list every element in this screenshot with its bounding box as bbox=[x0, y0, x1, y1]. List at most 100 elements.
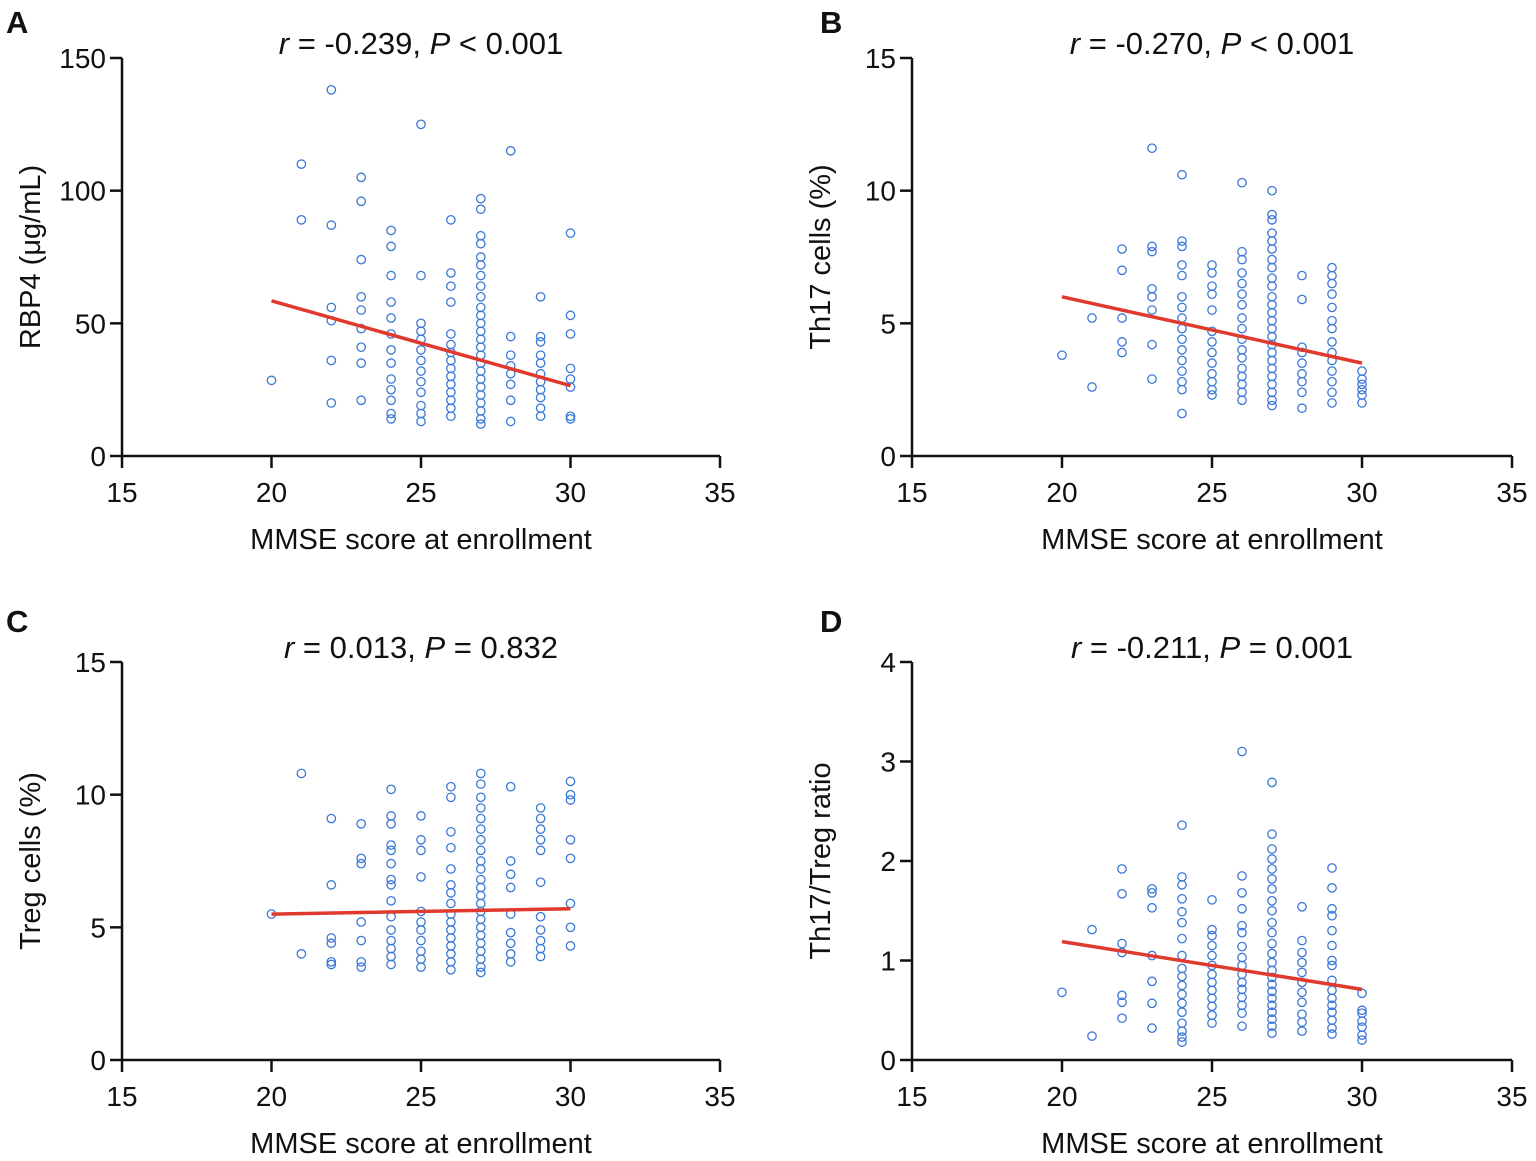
data-point bbox=[1267, 917, 1277, 928]
data-point bbox=[1327, 323, 1337, 334]
data-point bbox=[505, 416, 516, 427]
data-point bbox=[326, 959, 337, 970]
data-point bbox=[475, 946, 486, 957]
data-point bbox=[1327, 1029, 1337, 1039]
data-point bbox=[535, 291, 546, 302]
data-point bbox=[565, 414, 576, 424]
data-point bbox=[1207, 1018, 1217, 1029]
panel-d: Dr = -0.211, P = 0.001 0 1 2 3 4 15 20 25 30 35 MMS… bbox=[805, 604, 1528, 1160]
data-point bbox=[1267, 905, 1277, 916]
data-point bbox=[535, 813, 546, 824]
data-point bbox=[356, 917, 367, 927]
data-point bbox=[1177, 408, 1187, 419]
stat-p-label: P bbox=[430, 26, 451, 61]
data-point bbox=[475, 930, 486, 941]
data-point bbox=[266, 375, 277, 386]
data-point bbox=[475, 334, 486, 345]
data-point bbox=[386, 911, 396, 922]
data-point bbox=[1267, 244, 1277, 254]
data-point bbox=[1177, 291, 1187, 302]
data-point bbox=[1207, 358, 1217, 368]
data-point bbox=[1267, 355, 1277, 366]
data-point bbox=[565, 853, 576, 864]
panel-c: Cr = 0.013, P = 0.832 0 5 10 15 15 20 25 30 35 MMS… bbox=[6, 604, 736, 1160]
y-axis-title: RBP4 (μg/mL) bbox=[15, 165, 47, 349]
data-point bbox=[1237, 941, 1247, 952]
data-point bbox=[475, 922, 486, 933]
data-point bbox=[1147, 374, 1157, 384]
data-point bbox=[1267, 986, 1277, 997]
data-point bbox=[416, 416, 426, 427]
data-point bbox=[446, 933, 456, 943]
data-point bbox=[475, 813, 486, 824]
data-point bbox=[326, 220, 337, 231]
data-point bbox=[386, 925, 396, 935]
y-tick-label: 3 bbox=[880, 747, 896, 778]
data-point bbox=[356, 819, 367, 829]
regression-line bbox=[271, 299, 571, 388]
data-point bbox=[1357, 1022, 1367, 1033]
data-point bbox=[475, 374, 486, 384]
data-point bbox=[1237, 289, 1247, 299]
data-point bbox=[1147, 339, 1157, 350]
data-point bbox=[386, 959, 396, 970]
stats-annotation: r = -0.211, P = 0.001 bbox=[1071, 630, 1353, 665]
data-point bbox=[565, 329, 576, 339]
data-point bbox=[1327, 863, 1337, 873]
data-point bbox=[446, 215, 456, 225]
data-point bbox=[565, 922, 576, 933]
stat-p-label: P bbox=[1221, 26, 1242, 61]
x-tick-label: 25 bbox=[1196, 477, 1227, 508]
data-point bbox=[1207, 384, 1217, 395]
data-point bbox=[1207, 993, 1217, 1004]
data-point bbox=[475, 779, 486, 789]
data-point bbox=[505, 379, 516, 390]
data-point bbox=[1237, 177, 1247, 188]
data-point bbox=[1207, 1001, 1217, 1012]
data-point bbox=[1147, 241, 1157, 252]
data-point bbox=[475, 962, 486, 972]
data-point bbox=[386, 784, 396, 795]
data-point bbox=[386, 345, 396, 355]
x-tick-label: 25 bbox=[405, 1081, 436, 1112]
data-point bbox=[356, 196, 367, 207]
data-point bbox=[535, 803, 546, 813]
data-point bbox=[1117, 888, 1127, 899]
data-point bbox=[1297, 1026, 1307, 1036]
data-point bbox=[416, 872, 426, 882]
data-point bbox=[1147, 998, 1157, 1009]
data-point bbox=[475, 954, 486, 965]
data-point bbox=[1177, 270, 1187, 281]
data-point bbox=[1327, 903, 1337, 914]
data-point bbox=[326, 933, 337, 943]
panel-b: Br = -0.270, P < 0.001 0 5 10 15 15 20 25 30 35 MM… bbox=[805, 5, 1528, 556]
data-point bbox=[475, 414, 486, 424]
data-point bbox=[1237, 246, 1247, 257]
data-point bbox=[1267, 895, 1277, 906]
data-point bbox=[535, 943, 546, 954]
data-point bbox=[1297, 294, 1307, 305]
y-tick-label: 5 bbox=[880, 308, 896, 339]
data-point bbox=[1357, 379, 1367, 390]
data-point bbox=[1147, 283, 1157, 294]
data-point bbox=[446, 964, 456, 975]
data-point bbox=[326, 398, 337, 408]
data-point bbox=[386, 840, 396, 850]
data-point bbox=[1297, 901, 1307, 912]
data-point bbox=[326, 880, 337, 890]
data-point bbox=[1237, 992, 1247, 1003]
data-point bbox=[1297, 270, 1307, 281]
y-tick-label: 0 bbox=[880, 1045, 896, 1076]
y-axis-title: Th17 cells (%) bbox=[805, 164, 837, 349]
data-point bbox=[1147, 291, 1157, 302]
data-point bbox=[565, 898, 576, 909]
data-point bbox=[475, 856, 486, 866]
data-point bbox=[1177, 345, 1187, 355]
data-point bbox=[1117, 313, 1127, 323]
data-point bbox=[1177, 893, 1187, 904]
data-point bbox=[386, 395, 396, 406]
data-point bbox=[356, 956, 367, 967]
data-point bbox=[386, 313, 396, 323]
data-point bbox=[1327, 270, 1337, 281]
